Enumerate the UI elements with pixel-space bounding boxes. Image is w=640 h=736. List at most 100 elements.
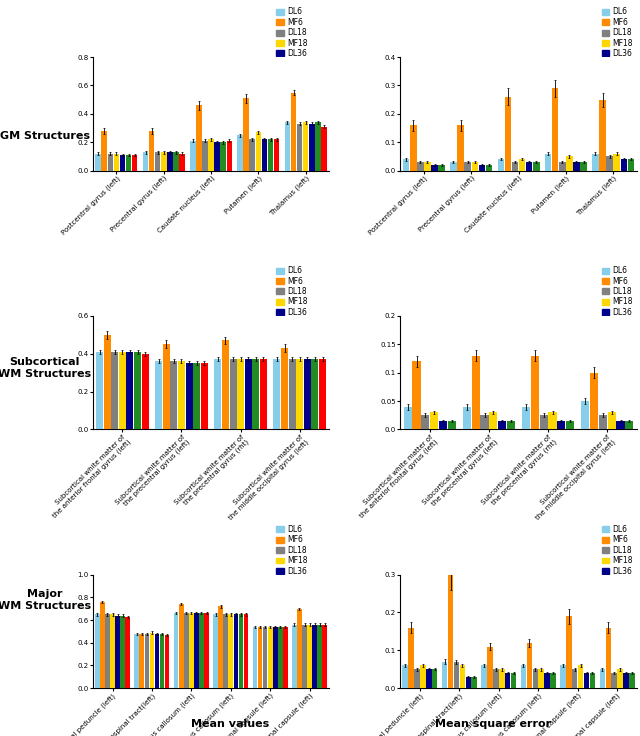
Bar [498,421,506,429]
Bar [545,673,550,688]
Bar [497,159,504,171]
Bar [120,615,125,688]
Bar [202,141,208,171]
Bar [472,355,480,429]
Bar [432,669,438,688]
Bar [618,669,623,688]
Bar [417,162,424,171]
Bar [519,159,525,171]
Bar [605,628,611,688]
Bar [472,677,477,688]
Bar [155,361,162,429]
Bar [255,132,261,171]
Bar [208,139,214,171]
Bar [431,165,438,171]
Bar [309,124,314,171]
Bar [580,162,587,171]
Bar [566,616,572,688]
Bar [412,361,420,429]
Bar [323,625,327,688]
Bar [490,412,497,429]
Bar [458,125,464,171]
Bar [454,662,459,688]
Bar [127,352,134,429]
Bar [125,617,130,688]
Bar [439,421,447,429]
Bar [408,628,414,688]
Bar [161,152,166,171]
Bar [424,162,431,171]
Bar [581,401,589,429]
Bar [167,152,173,171]
Bar [150,632,154,688]
Bar [421,415,429,429]
Bar [234,615,238,688]
Bar [505,673,511,688]
Bar [114,154,119,171]
Bar [100,602,105,688]
Bar [499,669,504,688]
Bar [533,162,540,171]
Bar [521,665,526,688]
Bar [194,613,199,688]
Bar [607,412,616,429]
Bar [540,415,548,429]
Bar [621,159,627,171]
Bar [134,352,141,429]
Bar [253,627,257,688]
Bar [132,155,138,171]
Bar [285,122,290,171]
Bar [599,415,607,429]
Bar [414,669,420,688]
Bar [148,131,154,171]
Bar [487,646,493,688]
Bar [420,665,426,688]
Bar [522,407,530,429]
Bar [244,359,252,429]
Bar [507,421,515,429]
Bar [511,673,516,688]
Bar [102,131,107,171]
Bar [450,162,457,171]
Text: Mean square error: Mean square error [435,718,551,729]
Bar [262,139,268,171]
Bar [472,162,478,171]
Bar [312,359,319,429]
Bar [448,421,456,429]
Legend: DL6, MF6, DL18, MF18, DL36, MF36: DL6, MF6, DL18, MF18, DL36, MF36 [602,266,633,327]
Bar [538,669,544,688]
Bar [184,613,189,688]
Bar [214,142,220,171]
Bar [481,665,487,688]
Bar [196,105,202,171]
Bar [442,662,447,688]
Bar [625,421,634,429]
Bar [228,615,233,688]
Bar [292,625,297,688]
Bar [629,673,635,688]
Bar [307,625,312,688]
Bar [493,669,499,688]
Bar [611,673,617,688]
Bar [504,97,511,171]
Bar [403,159,410,171]
Bar [193,363,200,429]
Bar [95,154,101,171]
Bar [606,157,613,171]
Legend: DL6, MF6, DL18, MF18, DL36, MF36, Reference: DL6, MF6, DL18, MF18, DL36, MF36, Refere… [276,7,326,79]
Bar [214,359,221,429]
Bar [557,421,566,429]
Bar [527,643,532,688]
Bar [448,575,453,688]
Text: GM Structures: GM Structures [0,131,90,141]
Bar [120,155,125,171]
Bar [590,372,598,429]
Bar [460,665,465,688]
Legend: DL6, MF6, DL18, MF18, DL36, MF36, Reference: DL6, MF6, DL18, MF18, DL36, MF36, Refere… [276,266,326,338]
Bar [465,677,471,688]
Bar [628,159,634,171]
Bar [110,615,115,688]
Bar [572,669,577,688]
Bar [105,615,110,688]
Bar [119,352,126,429]
